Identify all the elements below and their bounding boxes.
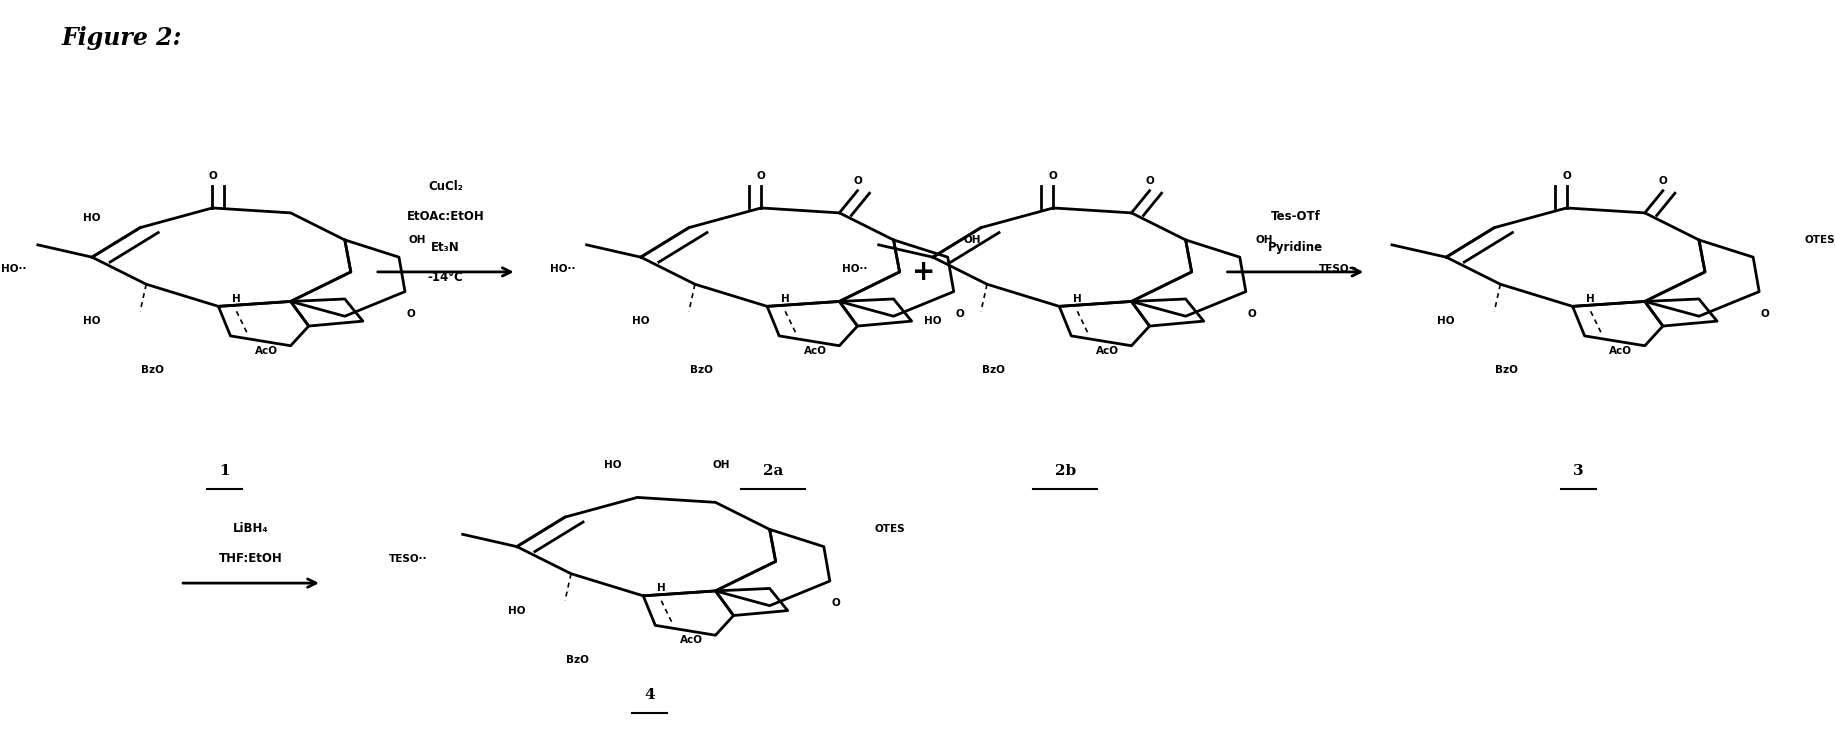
Text: BzO: BzO <box>1496 365 1518 376</box>
Text: H: H <box>782 294 789 304</box>
Text: BzO: BzO <box>565 655 589 665</box>
Text: 2a: 2a <box>763 464 784 478</box>
Text: O: O <box>1050 171 1057 181</box>
Text: HO: HO <box>508 605 525 616</box>
Text: 1: 1 <box>218 464 229 478</box>
Text: HO: HO <box>925 316 941 326</box>
Text: OTES: OTES <box>1804 235 1835 245</box>
Text: 3: 3 <box>1573 464 1584 478</box>
Text: OH: OH <box>407 235 426 245</box>
Text: AcO: AcO <box>1609 346 1633 356</box>
Text: Et₃N: Et₃N <box>431 241 461 254</box>
Text: HO··: HO·· <box>842 264 868 274</box>
Text: HO: HO <box>631 316 650 326</box>
Text: Tes-OTf: Tes-OTf <box>1270 210 1321 223</box>
Text: O: O <box>207 171 217 181</box>
Text: O: O <box>1145 176 1154 186</box>
Text: H: H <box>1585 294 1595 304</box>
Text: H: H <box>231 294 240 304</box>
Text: HO··: HO·· <box>2 264 26 274</box>
Text: OH: OH <box>712 460 730 471</box>
Text: BzO: BzO <box>141 365 163 376</box>
Text: 2b: 2b <box>1055 464 1075 478</box>
Text: EtOAc:EtOH: EtOAc:EtOH <box>407 210 484 223</box>
Text: H: H <box>657 583 666 594</box>
Text: O: O <box>956 309 963 318</box>
Text: HO: HO <box>83 213 101 223</box>
Text: Figure 2:: Figure 2: <box>62 26 182 50</box>
Text: TESO··: TESO·· <box>1319 264 1358 274</box>
Text: AcO: AcO <box>1095 346 1119 356</box>
Text: LiBH₄: LiBH₄ <box>233 522 268 534</box>
Text: O: O <box>756 171 765 181</box>
Text: 4: 4 <box>644 688 655 702</box>
Text: O: O <box>1562 171 1571 181</box>
Text: O: O <box>1762 309 1769 318</box>
Text: CuCl₂: CuCl₂ <box>428 180 462 193</box>
Text: O: O <box>407 309 415 318</box>
Text: AcO: AcO <box>804 346 828 356</box>
Text: HO··: HO·· <box>550 264 576 274</box>
Text: HO: HO <box>1437 316 1455 326</box>
Text: BzO: BzO <box>982 365 1004 376</box>
Text: O: O <box>1659 176 1668 186</box>
Text: H: H <box>1073 294 1081 304</box>
Text: OTES: OTES <box>875 524 905 534</box>
Text: BzO: BzO <box>690 365 712 376</box>
Text: O: O <box>853 176 862 186</box>
Text: HO: HO <box>83 316 101 326</box>
Text: +: + <box>912 258 936 286</box>
Text: TESO··: TESO·· <box>389 554 428 564</box>
Text: Pyridine: Pyridine <box>1268 241 1323 254</box>
Text: HO: HO <box>604 460 622 471</box>
Text: OH: OH <box>1255 235 1273 245</box>
Text: -14°C: -14°C <box>428 272 464 284</box>
Text: OH: OH <box>963 235 980 245</box>
Text: AcO: AcO <box>681 635 703 645</box>
Text: O: O <box>831 598 840 608</box>
Text: THF:EtOH: THF:EtOH <box>218 552 283 565</box>
Text: AcO: AcO <box>255 346 279 356</box>
Text: O: O <box>1248 309 1257 318</box>
